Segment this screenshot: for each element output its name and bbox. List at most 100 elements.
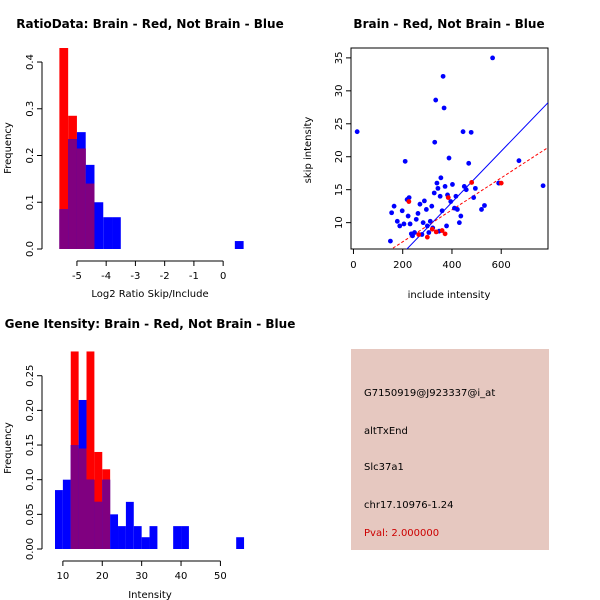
brain-point: [445, 195, 451, 200]
not-brain-point: [516, 158, 522, 164]
not-brain-point: [405, 213, 411, 219]
ratio-x-tick-label: -1: [189, 271, 199, 282]
brain-fit-line: [390, 147, 548, 249]
ratio-x-tick-label: -4: [101, 271, 111, 282]
scatter-panel: Brain - Red, Not Brain - Blue 10 15 20 25 30…: [303, 17, 549, 301]
ratio-x-tick-label: -3: [130, 271, 140, 282]
intensity-y-tick-label: 0.00: [25, 538, 36, 560]
scatter-ylabel: skip intensity: [303, 117, 314, 184]
not-brain-point: [446, 155, 452, 161]
info-background: [351, 349, 549, 550]
not-brain-point: [456, 220, 462, 226]
info-panel: G7150919@J923337@i_at altTxEnd Slc37a1 c…: [351, 349, 549, 550]
not-brain-point: [472, 185, 478, 191]
intensity-not-brain-bar: [149, 526, 158, 549]
not-brain-point: [402, 158, 408, 164]
event-type: altTxEnd: [364, 426, 408, 437]
ratio-overlap-bar: [59, 209, 69, 249]
not-brain-point: [426, 230, 432, 235]
ratio-not-brain-bar: [94, 202, 104, 249]
intensity-not-brain-bar: [118, 526, 126, 549]
scatter-x-tick-label: 600: [492, 260, 511, 271]
intensity-overlap-bar: [70, 445, 79, 549]
intensity-not-brain-bar: [133, 526, 142, 549]
not-brain-point: [450, 182, 455, 187]
not-brain-point: [407, 221, 413, 227]
not-brain-point: [415, 211, 421, 216]
brain-point: [416, 232, 422, 237]
scatter-axes: 10 15 20 25 30 35 0 200 400 600: [334, 52, 511, 271]
intensity-x-tick-label: 30: [135, 571, 148, 582]
genomic-location: chr17.10976-1.24: [364, 500, 454, 511]
intensity-x-tick-label: 20: [96, 571, 109, 582]
intensity-histogram-ylabel: Frequency: [3, 422, 14, 474]
not-brain-point: [466, 160, 472, 166]
scatter-x-tick-label: 0: [350, 260, 356, 271]
ratio-x-tick-label: 0: [220, 271, 226, 282]
not-brain-point: [463, 187, 469, 193]
scatter-xlabel: include intensity: [408, 290, 491, 301]
scatter-points: [354, 55, 546, 244]
pval: Pval: 2.000000: [364, 528, 439, 539]
not-brain-point: [433, 97, 439, 103]
not-brain-point: [437, 193, 443, 199]
not-brain-point: [401, 221, 407, 227]
ratio-histogram-xlabel: Log2 Ratio Skip/Include: [91, 289, 208, 300]
gene-name: Slc37a1: [364, 462, 404, 473]
scatter-y-tick-label: 30: [334, 84, 345, 97]
brain-point: [406, 199, 412, 204]
brain-point: [498, 180, 504, 186]
intensity-histogram-bars: [55, 351, 245, 549]
scatter-plot-box: [350, 47, 549, 250]
ratio-histogram-bars: [59, 48, 244, 249]
intensity-not-brain-bar: [125, 501, 134, 549]
intensity-not-brain-bar: [55, 490, 63, 549]
not-brain-point: [468, 129, 474, 135]
not-brain-point: [406, 195, 412, 200]
intensity-not-brain-bar: [173, 526, 182, 549]
ratio-not-brain-bar: [234, 241, 244, 249]
brain-point: [442, 231, 448, 237]
not-brain-point: [421, 198, 427, 204]
not-brain-point: [439, 208, 445, 214]
ratio-y-tick-label: 0.0: [25, 241, 36, 257]
not-brain-point: [434, 180, 440, 186]
not-brain-point: [429, 203, 435, 209]
intensity-histogram-xlabel: Intensity: [128, 590, 172, 600]
ratio-y-tick-label: 0.1: [25, 194, 36, 210]
intensity-overlap-bar: [86, 479, 95, 549]
intensity-not-brain-bar: [236, 537, 245, 549]
ratio-brain-bar: [59, 48, 69, 249]
scatter-x-tick-label: 200: [393, 260, 412, 271]
brain-point: [439, 228, 445, 233]
ratio-histogram-ylabel: Frequency: [3, 122, 14, 174]
not-brain-point: [389, 210, 395, 216]
not-brain-fit-line: [406, 102, 548, 249]
not-brain-point: [388, 238, 393, 244]
intensity-y-tick-label: 0.25: [25, 365, 36, 387]
intensity-overlap-bar: [78, 448, 87, 549]
intensity-not-brain-bar: [181, 526, 189, 549]
intensity-histogram-axes: 0.00 0.05 0.10 0.15 0.20 0.25 10 20 30 40 50: [25, 365, 227, 582]
not-brain-point: [427, 218, 433, 224]
intensity-y-tick-label: 0.15: [25, 434, 36, 456]
scatter-y-tick-label: 20: [334, 150, 345, 163]
not-brain-point: [444, 223, 449, 229]
ratio-x-tick-label: -2: [160, 271, 170, 282]
not-brain-point: [424, 223, 430, 229]
probe-id: G7150919@J923337@i_at: [364, 388, 495, 399]
brain-point: [433, 229, 439, 235]
ratio-not-brain-bar: [103, 217, 113, 249]
scatter-y-tick-label: 15: [334, 183, 345, 196]
not-brain-point: [448, 199, 454, 204]
not-brain-point: [438, 175, 444, 181]
brain-point: [424, 234, 430, 240]
not-brain-point: [423, 207, 429, 212]
intensity-overlap-bar: [94, 501, 103, 549]
not-brain-point: [460, 129, 466, 135]
intensity-y-tick-label: 0.05: [25, 503, 36, 525]
brain-point: [469, 180, 475, 185]
not-brain-point: [471, 195, 477, 200]
not-brain-point: [413, 216, 419, 222]
